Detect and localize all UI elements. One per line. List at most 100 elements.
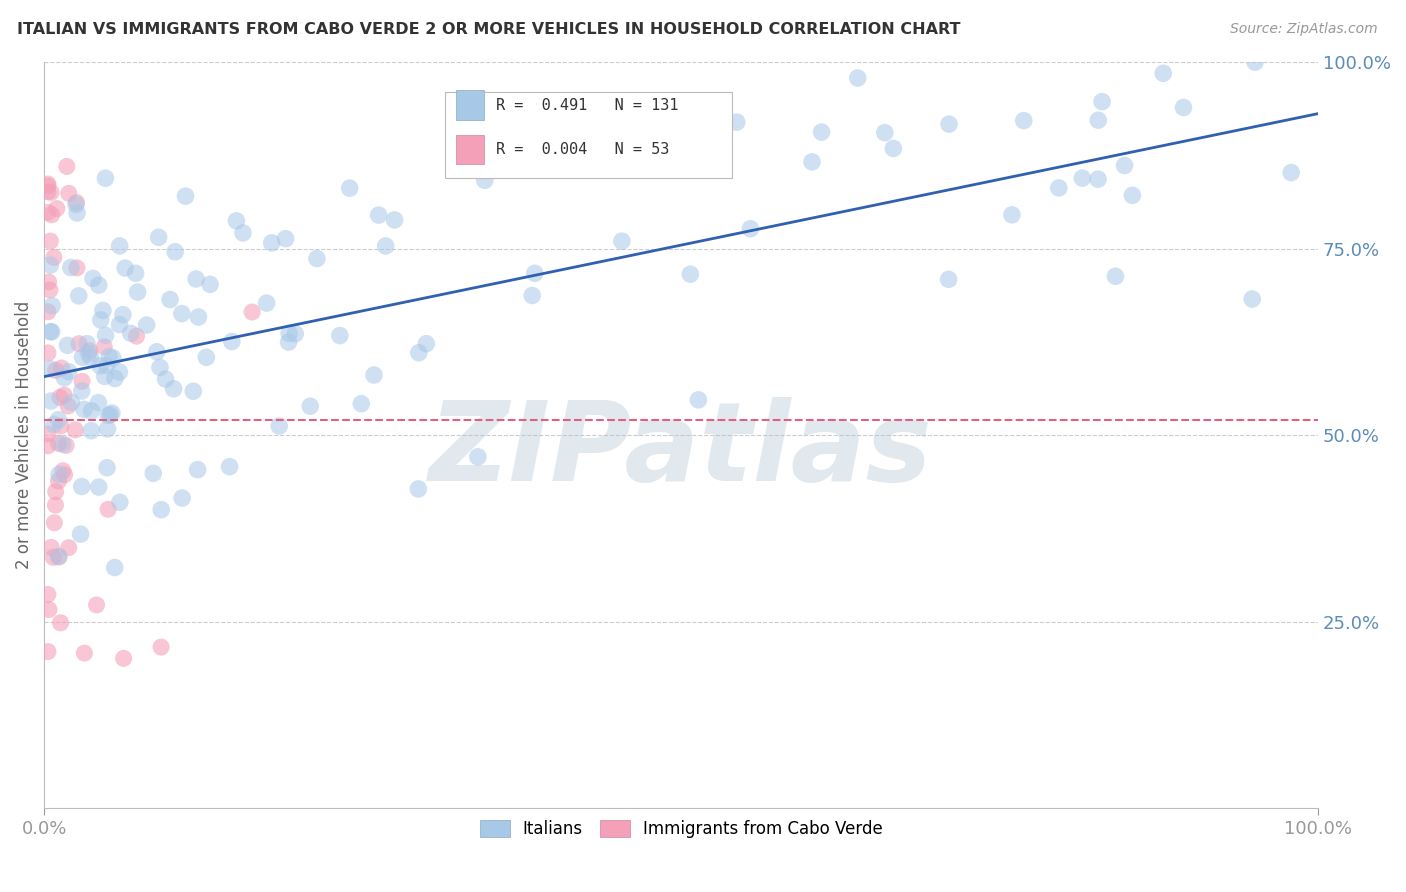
Point	[108, 365, 131, 379]
Point	[170, 307, 193, 321]
Point	[94, 328, 117, 343]
Point	[299, 399, 322, 413]
Point	[39, 186, 62, 200]
Point	[938, 272, 960, 286]
Point	[474, 173, 496, 187]
Point	[187, 310, 209, 324]
Point	[111, 308, 134, 322]
Point	[58, 365, 80, 379]
Point	[63, 423, 86, 437]
Point	[93, 340, 115, 354]
Point	[41, 325, 63, 339]
Point	[48, 413, 70, 427]
Point	[87, 480, 110, 494]
Point	[810, 125, 832, 139]
Point	[39, 394, 62, 409]
Text: R =  0.004   N = 53: R = 0.004 N = 53	[496, 142, 669, 157]
Point	[45, 484, 67, 499]
Point	[149, 360, 172, 375]
Point	[37, 305, 59, 319]
Point	[59, 260, 82, 275]
Point	[610, 234, 633, 248]
Point	[79, 343, 101, 358]
Point	[80, 424, 103, 438]
Point	[96, 460, 118, 475]
Point	[60, 395, 83, 409]
Point	[104, 371, 127, 385]
Point	[120, 326, 142, 341]
Point	[70, 479, 93, 493]
Point	[108, 318, 131, 332]
Point	[80, 404, 103, 418]
Point	[37, 205, 59, 219]
Point	[277, 334, 299, 349]
Point	[39, 362, 62, 376]
Point	[165, 244, 187, 259]
Point	[1279, 165, 1302, 179]
Point	[39, 234, 62, 248]
Point	[278, 326, 301, 341]
Point	[48, 549, 70, 564]
Point	[53, 467, 76, 482]
Point	[688, 392, 710, 407]
Point	[53, 388, 76, 402]
Point	[225, 214, 247, 228]
Point	[218, 459, 240, 474]
Point	[70, 374, 93, 388]
Point	[67, 336, 90, 351]
FancyBboxPatch shape	[456, 90, 484, 120]
Point	[44, 516, 66, 530]
Point	[801, 154, 824, 169]
Point	[98, 408, 121, 422]
Point	[162, 382, 184, 396]
Point	[124, 266, 146, 280]
Point	[87, 278, 110, 293]
Point	[408, 482, 430, 496]
Point	[725, 115, 748, 129]
Point	[740, 221, 762, 235]
Text: Source: ZipAtlas.com: Source: ZipAtlas.com	[1230, 22, 1378, 37]
Point	[114, 261, 136, 276]
Point	[39, 283, 62, 297]
Point	[58, 541, 80, 555]
Point	[48, 474, 70, 488]
Point	[467, 450, 489, 464]
Text: ITALIAN VS IMMIGRANTS FROM CABO VERDE 2 OR MORE VEHICLES IN HOUSEHOLD CORRELATIO: ITALIAN VS IMMIGRANTS FROM CABO VERDE 2 …	[17, 22, 960, 37]
Point	[221, 334, 243, 349]
Point	[1121, 188, 1143, 202]
Point	[77, 346, 100, 360]
Point	[98, 350, 121, 364]
Point	[42, 550, 65, 565]
Point	[67, 289, 90, 303]
Point	[187, 462, 209, 476]
Point	[1087, 113, 1109, 128]
Point	[89, 359, 111, 373]
Point	[284, 326, 307, 341]
Point	[184, 272, 207, 286]
Point	[101, 351, 124, 365]
Point	[49, 419, 72, 434]
Point	[97, 409, 120, 423]
Point	[415, 336, 437, 351]
Point	[274, 232, 297, 246]
Point	[846, 70, 869, 85]
Point	[91, 303, 114, 318]
Point	[72, 351, 94, 365]
Point	[48, 467, 70, 482]
Text: R =  0.491   N = 131: R = 0.491 N = 131	[496, 98, 679, 113]
Point	[49, 615, 72, 630]
Point	[1091, 95, 1114, 109]
Point	[56, 399, 79, 413]
Point	[42, 251, 65, 265]
Point	[97, 502, 120, 516]
Point	[38, 275, 60, 289]
Point	[135, 318, 157, 332]
Point	[93, 369, 115, 384]
Point	[37, 426, 59, 441]
Point	[523, 266, 546, 280]
Point	[108, 239, 131, 253]
Point	[37, 177, 59, 191]
Point	[873, 126, 896, 140]
Point	[155, 372, 177, 386]
Point	[363, 368, 385, 382]
